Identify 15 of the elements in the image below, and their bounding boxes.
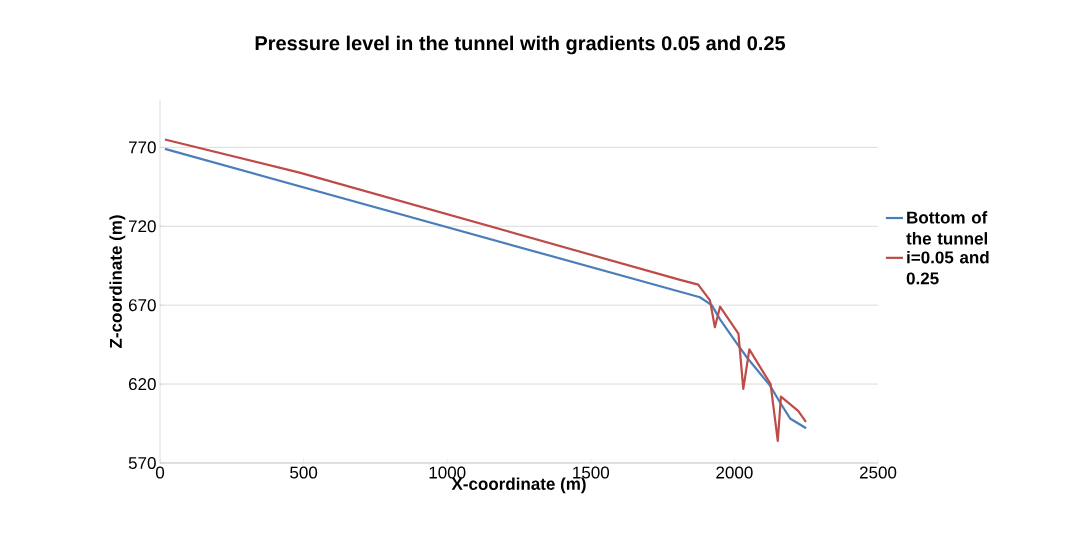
y-tick-label: 770 xyxy=(128,141,156,154)
x-tick-label: 500 xyxy=(290,466,318,479)
chart-title: Pressure level in the tunnel with gradients 0.05 and 0.25 xyxy=(255,35,786,55)
x-tick-label: 2500 xyxy=(859,466,897,479)
y-tick-label: 570 xyxy=(128,456,156,470)
y-tick-label: 620 xyxy=(128,378,156,391)
x-axis-title: X-coordinate (m) xyxy=(451,477,586,494)
x-tick-label: 1000 xyxy=(429,466,466,479)
x-tick-label: 0 xyxy=(155,466,165,479)
legend-label: i=0.05 and 0.25 xyxy=(906,250,989,285)
y-tick-label: 720 xyxy=(128,220,156,233)
x-tick-label: 2000 xyxy=(716,466,753,479)
y-tick-label: 670 xyxy=(128,299,156,312)
x-tick-label: 1500 xyxy=(573,466,610,479)
y-axis-title: Z-coordinate (m) xyxy=(109,215,126,349)
